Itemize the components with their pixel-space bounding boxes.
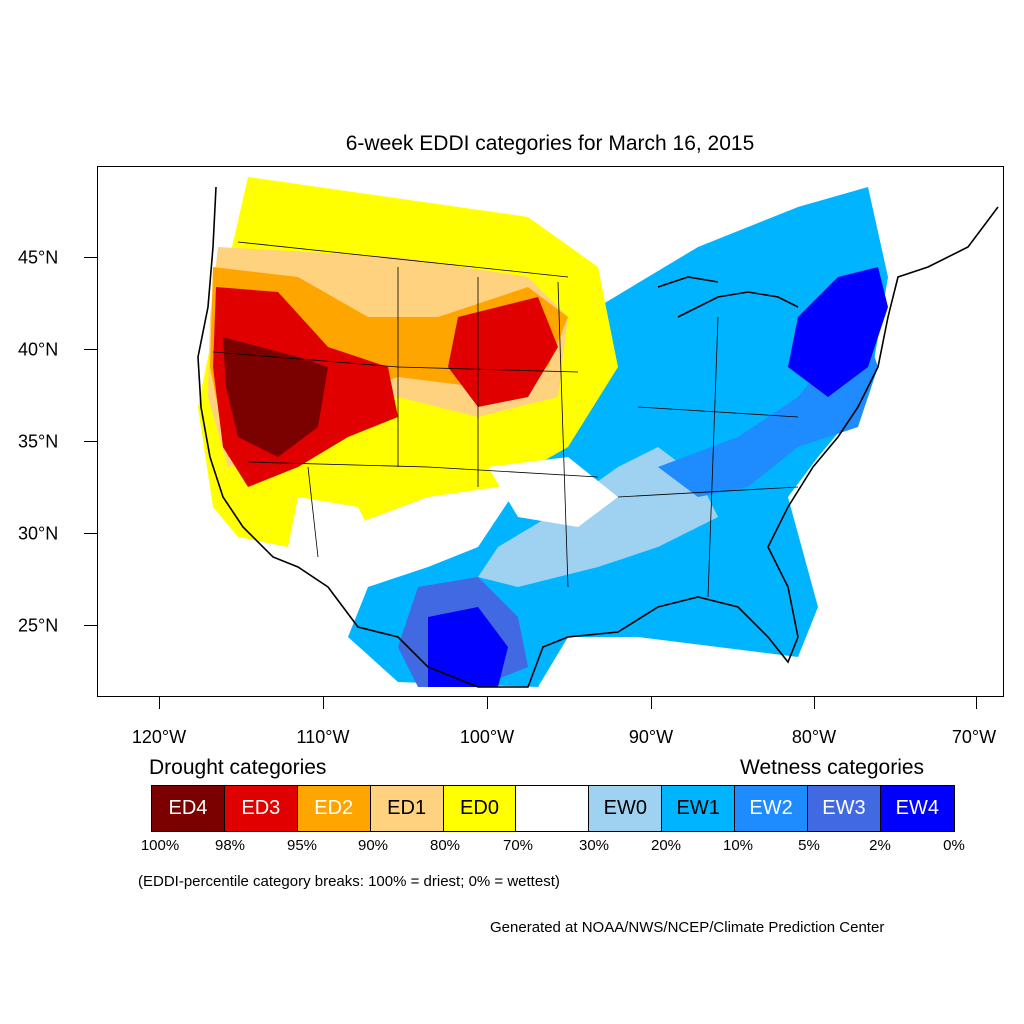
break-label: 2%: [869, 837, 891, 854]
lon-tick-80: [814, 697, 815, 709]
lat-label: 25°N: [18, 615, 59, 636]
break-label: 100%: [140, 837, 180, 854]
lat-tick-25: [84, 625, 97, 626]
legend-box-ew0: EW0: [589, 786, 663, 831]
eddi-map-graphic: [197, 172, 999, 688]
lon-label: 90°W: [628, 727, 674, 747]
credit-line: Generated at NOAA/NWS/NCEP/Climate Predi…: [490, 919, 885, 936]
legend-box-ed3: ED3: [224, 786, 298, 831]
lat-label: 35°N: [18, 431, 59, 452]
wet-region-ew0: [478, 447, 718, 587]
lat-tick-40: [84, 349, 97, 350]
legend-box-ed4: ED4: [152, 786, 225, 831]
legend-box-ew2: EW2: [735, 786, 809, 831]
legend-box-ew4: EW4: [880, 786, 954, 831]
state-borders: [212, 241, 799, 598]
break-label: 30%: [578, 837, 610, 854]
lat-tick-30: [84, 533, 97, 534]
map-title: 6-week EDDI categories for March 16, 201…: [345, 132, 755, 155]
wetness-heading: Wetness categories: [740, 756, 925, 779]
drought-heading: Drought categories: [149, 756, 327, 779]
lon-label: 70°W: [951, 727, 997, 747]
break-label: 80%: [429, 837, 461, 854]
wet-region-ew1: [348, 187, 888, 687]
lon-label: 110°W: [296, 727, 350, 747]
break-label: 0%: [943, 837, 965, 854]
lon-label: 80°W: [791, 727, 837, 747]
lon-tick-70: [976, 697, 977, 709]
neutral-patch-plains: [488, 457, 618, 527]
legend-box-normal: [516, 786, 590, 831]
legend-box-ed0: ED0: [443, 786, 517, 831]
lat-label: 40°N: [18, 339, 59, 360]
lat-label: 45°N: [18, 247, 59, 268]
dry-region-ed3-plains: [448, 297, 558, 407]
lat-tick-45: [84, 257, 97, 258]
break-label: 90%: [357, 837, 389, 854]
lon-label: 120°W: [131, 727, 187, 747]
break-label: 20%: [650, 837, 682, 854]
category-note: (EDDI-percentile category breaks: 100% =…: [138, 873, 560, 890]
break-label: 10%: [722, 837, 754, 854]
legend-box-ed2: ED2: [297, 786, 371, 831]
break-label: 95%: [286, 837, 318, 854]
legend-box-ew3: EW3: [808, 786, 881, 831]
neutral-patch-sw: [288, 497, 378, 567]
break-label: 70%: [502, 837, 534, 854]
break-label: 5%: [798, 837, 820, 854]
category-legend: ED4 ED3 ED2 ED1 ED0 EW0 EW1 EW2 EW3 EW4: [151, 785, 955, 832]
dry-region-ed4: [223, 337, 328, 457]
legend-box-ed1: ED1: [370, 786, 444, 831]
wet-region-ew4-ne: [788, 267, 888, 397]
lat-tick-35: [84, 441, 97, 442]
lon-tick-100: [487, 697, 488, 709]
coastlines: [197, 186, 999, 688]
lon-tick-110: [323, 697, 324, 709]
lon-tick-120: [159, 697, 160, 709]
wet-region-ew4-tx: [428, 607, 508, 687]
break-label: 98%: [214, 837, 246, 854]
lon-label: 100°W: [459, 727, 515, 747]
legend-box-ew1: EW1: [662, 786, 736, 831]
eddi-map: [97, 166, 1004, 697]
lon-tick-90: [651, 697, 652, 709]
lat-label: 30°N: [18, 523, 59, 544]
